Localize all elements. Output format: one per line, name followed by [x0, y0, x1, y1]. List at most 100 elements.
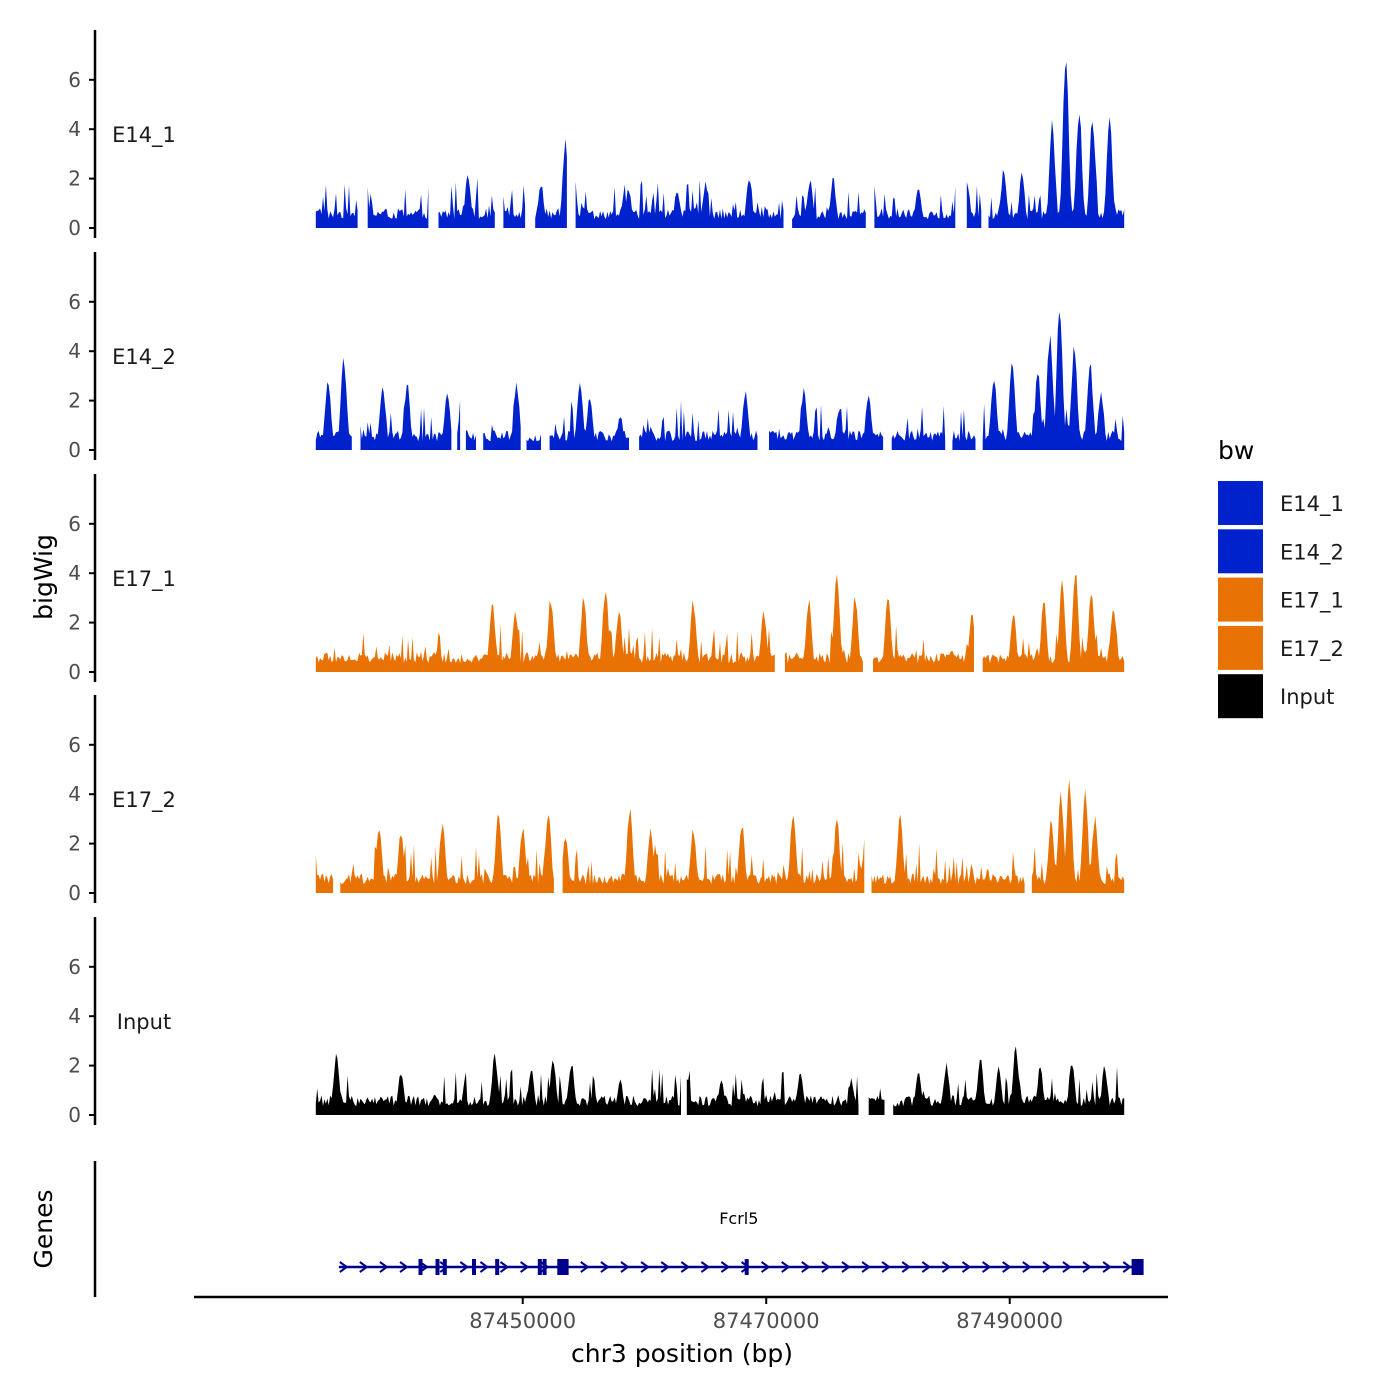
gene-exon: [560, 1259, 565, 1275]
y-tick-label: 4: [68, 117, 81, 141]
strand-arrow-icon: [821, 1261, 831, 1273]
strand-arrow-icon: [881, 1261, 891, 1273]
strand-arrow-icon: [961, 1261, 972, 1273]
legend-swatch: [1218, 577, 1263, 622]
strand-arrow-icon: [379, 1261, 389, 1273]
legend-label: E14_2: [1280, 540, 1344, 565]
legend-swatch: [1218, 481, 1263, 525]
signal-area: [315, 591, 775, 672]
strand-arrow-icon: [801, 1261, 811, 1273]
signal-area: [315, 854, 334, 893]
legend-swatch: [1218, 625, 1263, 670]
gene-exon: [744, 1259, 749, 1275]
y-tick-label: 6: [68, 955, 81, 979]
track-input: 0 2 4 6 Input: [68, 917, 1125, 1127]
y-tick-label: 0: [68, 438, 81, 462]
y-tick-label: 6: [68, 290, 81, 314]
signal-area: [988, 62, 1125, 229]
y-tick-label: 0: [68, 660, 81, 684]
signal-area: [686, 1070, 859, 1115]
track-label: E14_2: [112, 345, 176, 370]
track-label: Input: [117, 1010, 171, 1034]
legend-label: E14_1: [1280, 492, 1344, 517]
gene-exon: [1131, 1259, 1144, 1275]
y-tick-label: 2: [68, 611, 81, 635]
signal-area: [367, 187, 429, 228]
signal-area: [873, 599, 974, 672]
strand-arrow-icon: [861, 1261, 871, 1273]
signal-area: [360, 384, 452, 450]
track-label: E14_1: [112, 123, 176, 148]
signal-area: [871, 814, 1025, 893]
signal-area: [891, 406, 946, 450]
strand-arrow-icon: [901, 1261, 911, 1273]
signal-area: [868, 1088, 885, 1115]
track-e17-1: 0 2 4 6 E17_1: [68, 474, 1125, 684]
strand-arrow-icon: [1022, 1261, 1032, 1273]
signal-area: [526, 434, 541, 450]
strand-arrow-icon: [439, 1261, 449, 1273]
strand-arrow-icon: [479, 1261, 490, 1273]
signal-area: [1031, 779, 1125, 893]
strand-arrow-icon: [921, 1261, 932, 1273]
signal-area: [769, 388, 884, 450]
gene-exon: [542, 1259, 547, 1275]
y-tick-label: 6: [68, 733, 81, 757]
legend-label: E17_2: [1280, 637, 1344, 662]
strand-arrow-icon: [1042, 1261, 1052, 1273]
strand-arrow-icon: [1082, 1261, 1092, 1273]
strand-arrow-icon: [520, 1261, 530, 1273]
strand-arrow-icon: [761, 1261, 771, 1273]
strand-arrow-icon: [339, 1261, 349, 1273]
y-tick-label: 6: [68, 68, 81, 92]
y-tick-label: 2: [68, 167, 81, 191]
signal-area: [952, 409, 976, 450]
y-tick-label: 6: [68, 512, 81, 536]
track-e17-2: 0 2 4 6 E17_2: [68, 695, 1125, 905]
gene-exon: [418, 1259, 423, 1275]
strand-arrow-icon: [660, 1261, 670, 1273]
strand-arrow-icon: [1102, 1261, 1112, 1273]
y-tick-label: 4: [68, 1004, 81, 1028]
signal-area: [483, 382, 521, 450]
strand-arrow-icon: [399, 1261, 409, 1273]
strand-arrow-icon: [359, 1261, 369, 1273]
gene-label: Fcrl5: [719, 1209, 758, 1228]
strand-arrow-icon: [941, 1261, 952, 1273]
gene-exon: [435, 1259, 440, 1275]
strand-arrow-icon: [640, 1261, 650, 1273]
signal-area: [562, 808, 865, 893]
signal-area: [438, 175, 495, 228]
signal-area: [315, 357, 352, 450]
y-tick-label: 2: [68, 1054, 81, 1078]
gene-exon: [472, 1259, 476, 1275]
x-axis-title: chr3 position (bp): [571, 1339, 793, 1368]
signal-area: [457, 400, 461, 450]
y-tick-label: 0: [68, 216, 81, 240]
signal-area: [465, 430, 476, 450]
legend-label: Input: [1280, 685, 1334, 709]
signal-area: [549, 382, 629, 450]
x-axis: 87450000 87470000 87490000: [194, 1295, 1168, 1333]
genes-panel: Fcrl5: [93, 1161, 1144, 1297]
gene-exon: [442, 1259, 447, 1275]
signal-area: [340, 814, 554, 893]
signal-area: [982, 574, 1125, 672]
signal-area: [575, 179, 784, 228]
signal-area: [874, 185, 956, 228]
strand-arrow-icon: [700, 1261, 711, 1273]
strand-arrow-icon: [841, 1261, 851, 1273]
strand-arrow-icon: [600, 1261, 610, 1273]
y-tick-label: 4: [68, 561, 81, 585]
gene-exon: [495, 1259, 500, 1275]
signal-area: [792, 177, 866, 228]
signal-area: [503, 185, 526, 228]
legend-swatch: [1218, 674, 1263, 719]
legend-swatch: [1218, 529, 1263, 574]
strand-arrow-icon: [1122, 1261, 1132, 1273]
strand-arrow-icon: [499, 1261, 510, 1273]
y-tick-label: 2: [68, 389, 81, 413]
y-axis-title: bigWig: [29, 534, 58, 620]
signal-tracks: 0 2 4 6 E14_1 0 2 4 6 E14_2 0 2 4 6 E17_1 0 2 4 6 E17_2 0 2 4 6…: [68, 30, 1125, 1127]
